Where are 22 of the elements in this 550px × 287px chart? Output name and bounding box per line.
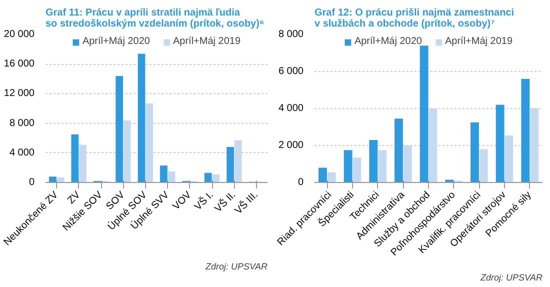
y-tick-label: 0: [28, 177, 35, 188]
y-tick-label: 2 000: [278, 140, 304, 151]
y-tick-label: 8 000: [278, 29, 304, 40]
chart-title: Graf 11: Prácu v apríli stratili najmä ľudia so stredoškolským vzdelaním (prítok, osoby)⁶: [46, 8, 264, 30]
y-tick-label: 20 000: [4, 29, 35, 40]
y-tick-label: 0: [298, 177, 304, 188]
y-tick-label: 16 000: [4, 58, 35, 70]
x-tick-label: VŠ I.: [192, 188, 216, 213]
legend-label: Apríl+Máj 2019: [445, 36, 513, 47]
y-tick-label: 8 000: [9, 118, 35, 129]
text: Zdroj: UPSVAR: [479, 272, 543, 282]
y-tick-label: 6 000: [278, 66, 304, 77]
legend-label: Apríl+Máj 2019: [173, 36, 241, 47]
x-tick-label: ZV: [66, 189, 83, 206]
y-tick-label: 12 000: [4, 88, 35, 100]
y-tick-label: 4 000: [9, 147, 35, 158]
x-tick-label: VŠ III.: [232, 188, 260, 217]
text: Zdroj: UPSVAR: [204, 262, 268, 272]
chart-title: Graf 12: O prácu prišli najmä zamestnanci v službách a obchode (prítok, osoby)⁷: [314, 8, 514, 30]
y-tick-label: 4 000: [278, 103, 304, 114]
legend-label: Apríl+Máj 2020: [354, 36, 422, 47]
legend-label: Apríl+Máj 2020: [82, 36, 150, 47]
